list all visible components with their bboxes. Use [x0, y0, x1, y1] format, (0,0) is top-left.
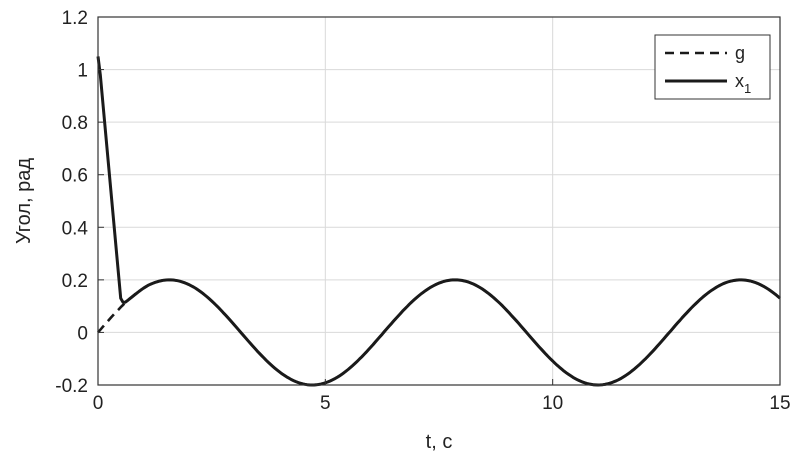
series-line-x [96, 56, 781, 387]
y-tick-label: 0.4 [62, 218, 89, 239]
tick-labels: 0 5 10 15-0.200.20.40.60.811.2 [55, 8, 790, 414]
series-group [96, 56, 781, 387]
legend-label-text: x [735, 71, 744, 91]
y-tick-label: 0.2 [62, 271, 88, 292]
x-tick-label: 10 [542, 393, 563, 414]
x-axis-label: t, c [426, 431, 453, 453]
legend-box [654, 34, 771, 100]
x-tick-label: 15 [769, 393, 790, 414]
y-tick-label: 1.2 [62, 8, 88, 29]
y-tick-label: -0.2 [55, 376, 88, 397]
y-tick-label: 0 [77, 323, 88, 344]
legend: gx1 [654, 34, 771, 100]
x-tick-label: 5 [320, 393, 331, 414]
legend-label-g: g [735, 43, 745, 63]
legend-label-text: g [735, 43, 745, 63]
y-tick-label: 0.6 [62, 166, 88, 187]
legend-label-x: x1 [735, 71, 751, 96]
y-tick-label: 1 [77, 61, 88, 82]
x-tick-label: 0 [93, 393, 104, 414]
plot-frame [97, 16, 781, 386]
y-axis-label: Угол, рад [13, 158, 35, 244]
legend-label-subscript: 1 [744, 81, 751, 96]
y-tick-label: 0.8 [62, 113, 88, 134]
